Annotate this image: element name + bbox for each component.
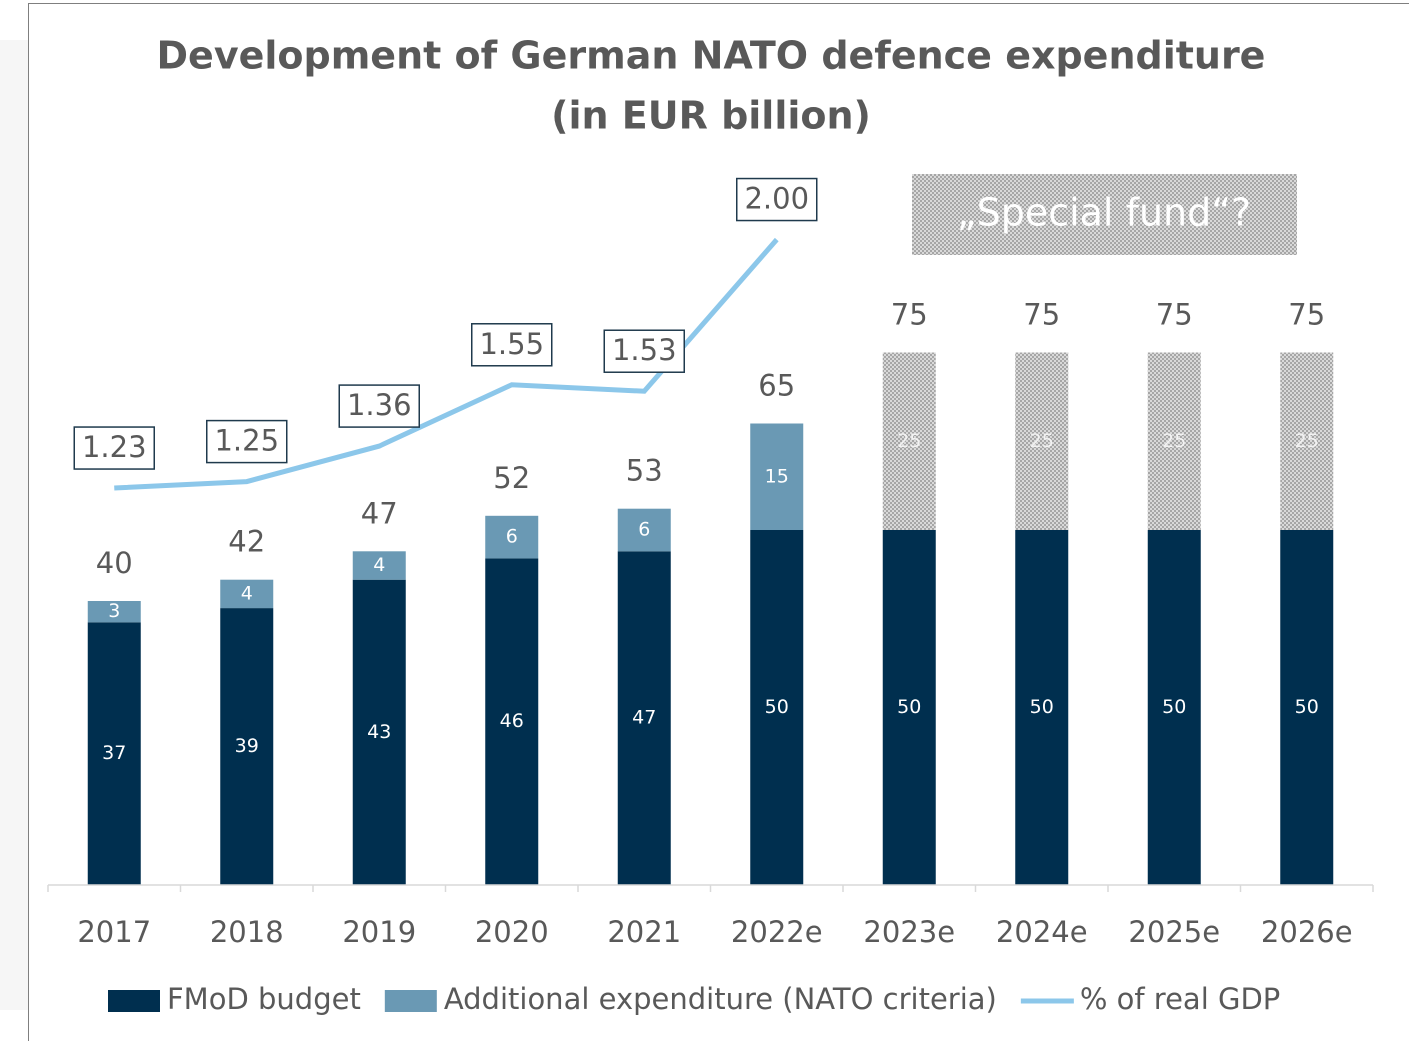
bar-segment	[882, 530, 936, 885]
x-tick-label: 2018	[210, 915, 284, 949]
total-label: 75	[891, 298, 928, 332]
x-tick-label: 2019	[342, 915, 416, 949]
bar-value-label: 6	[506, 526, 518, 548]
line-value-label: 1.36	[347, 388, 412, 422]
line-value-label: 1.23	[82, 430, 147, 464]
bar-value-label: 50	[1030, 696, 1054, 718]
bar-value-label: 46	[500, 710, 524, 732]
legend-swatch	[108, 990, 160, 1012]
annotation: „Special fund“?	[957, 191, 1251, 235]
bar-value-label: 3	[108, 600, 120, 622]
total-label: 75	[1288, 298, 1325, 332]
bar-value-label: 25	[1295, 430, 1319, 452]
bar-value-label: 4	[373, 554, 385, 576]
legend-swatch	[384, 990, 437, 1012]
line-label-box	[338, 384, 420, 428]
bar-segment	[87, 622, 141, 885]
bar-value-label: 47	[632, 707, 656, 729]
bar-value-label: 50	[765, 696, 789, 718]
total-label: 75	[1023, 298, 1060, 332]
bar-value-label: 4	[241, 582, 253, 604]
legend-label: FMoD budget	[167, 982, 361, 1016]
total-label: 47	[361, 496, 398, 530]
bar-segment	[1147, 530, 1201, 885]
bar-segment	[485, 515, 539, 559]
x-tick-label: 2017	[77, 915, 151, 949]
bar-segment	[1280, 352, 1334, 530]
total-label: 65	[758, 369, 795, 403]
total-label: 40	[96, 546, 133, 580]
bar-segment	[1147, 352, 1201, 530]
bar-segment	[352, 551, 406, 580]
total-label: 42	[228, 525, 265, 559]
line-label-box	[736, 177, 818, 222]
bar-segment	[352, 579, 406, 885]
line-label-box	[206, 419, 288, 464]
chart-title: Development of German NATO defence expen…	[157, 34, 1266, 78]
x-tick-label: 2026e	[1261, 915, 1353, 949]
line-label-box	[603, 329, 685, 373]
bar-segment	[617, 508, 671, 552]
line-value-label: 2.00	[744, 182, 809, 216]
line-label-box	[471, 323, 553, 367]
line-value-label: 1.55	[479, 327, 544, 361]
bar-value-label: 25	[1162, 430, 1186, 452]
bar-value-label: 39	[235, 735, 259, 757]
x-tick-label: 2022e	[731, 915, 823, 949]
total-label: 52	[493, 461, 530, 495]
bar-value-label: 37	[102, 742, 126, 764]
bar-segment	[750, 423, 804, 530]
bar-segment	[87, 601, 141, 623]
bar-segment	[1015, 352, 1069, 530]
bar-segment	[882, 352, 936, 530]
chart-subtitle: (in EUR billion)	[551, 94, 871, 138]
x-tick-label: 2020	[475, 915, 549, 949]
line-value-label: 1.25	[214, 424, 279, 458]
x-tick-label: 2024e	[996, 915, 1088, 949]
line-value-label: 1.53	[612, 333, 677, 367]
legend-label: % of real GDP	[1080, 982, 1280, 1016]
x-tick-label: 2025e	[1128, 915, 1220, 949]
bar-value-label: 25	[897, 430, 921, 452]
bar-segment	[220, 579, 274, 609]
bar-segment	[1015, 530, 1069, 885]
bar-value-label: 25	[1030, 430, 1054, 452]
bar-segment	[1280, 530, 1334, 885]
legend-label: Additional expenditure (NATO criteria)	[444, 982, 997, 1016]
bar-value-label: 50	[897, 696, 921, 718]
total-label: 53	[626, 454, 663, 488]
bar-segment	[750, 530, 804, 885]
bar-value-label: 43	[367, 721, 391, 743]
bar-segment	[485, 558, 539, 885]
annotation-box	[912, 174, 1297, 255]
bar-value-label: 50	[1295, 696, 1319, 718]
x-tick-label: 2021	[607, 915, 681, 949]
bar-value-label: 15	[765, 465, 789, 487]
bar-segment	[617, 551, 671, 885]
line-label-box	[73, 426, 155, 470]
bar-segment	[220, 608, 274, 885]
side-panel	[0, 40, 28, 1010]
x-tick-label: 2023e	[863, 915, 955, 949]
bar-value-label: 6	[638, 519, 650, 541]
total-label: 75	[1156, 298, 1193, 332]
bar-value-label: 50	[1162, 696, 1186, 718]
